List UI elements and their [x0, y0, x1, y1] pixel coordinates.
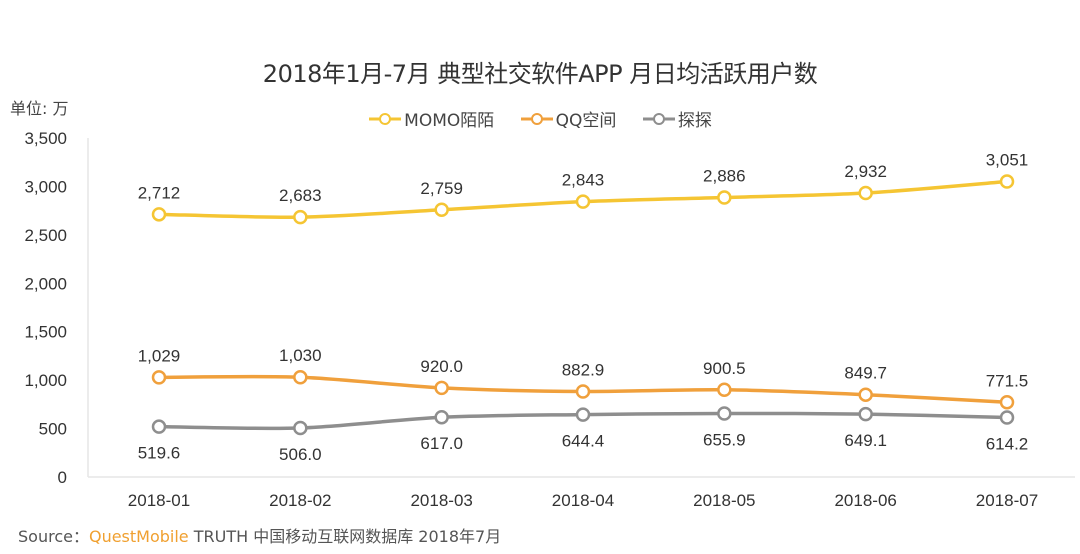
- x-tick-label: 2018-05: [693, 491, 755, 510]
- data-point: [858, 387, 873, 402]
- legend-label-tantan: 探探: [677, 111, 712, 131]
- legend-marker-momo-icon: [369, 112, 402, 125]
- chart-title: 2018年1月-7月 典型社交软件APP 月日均活跃用户数: [262, 60, 818, 88]
- legend-item-momo[interactable]: MOMO陌陌: [368, 106, 494, 131]
- y-tick-label: 1,500: [24, 323, 67, 342]
- data-point: [151, 370, 167, 385]
- data-label: 1,030: [279, 346, 322, 365]
- data-label: 1,029: [138, 346, 181, 365]
- data-label: 649.1: [844, 431, 887, 450]
- y-tick-label: 0: [58, 468, 67, 487]
- data-point: [575, 384, 591, 399]
- legend-item-qzone[interactable]: QQ空间: [520, 106, 617, 131]
- data-point: [999, 410, 1015, 425]
- legend-label-qzone: QQ空间: [555, 111, 617, 131]
- data-point: [575, 194, 591, 209]
- y-tick-label: 3,000: [24, 177, 67, 196]
- source-prefix: Source：: [18, 527, 89, 546]
- data-point: [575, 407, 591, 422]
- data-label: 2,712: [138, 183, 181, 202]
- x-tick-label: 2018-06: [834, 491, 896, 510]
- data-label: 2,886: [703, 166, 746, 185]
- data-label: 3,051: [986, 150, 1029, 169]
- data-point: [999, 395, 1015, 410]
- data-point: [717, 190, 732, 205]
- data-point: [434, 409, 449, 425]
- x-tick-label: 2018-04: [552, 491, 614, 510]
- y-tick-label: 2,500: [24, 226, 67, 245]
- data-label: 2,683: [279, 186, 322, 205]
- data-point: [999, 174, 1015, 189]
- data-point: [717, 382, 732, 398]
- data-label: 2,759: [420, 179, 463, 198]
- data-label: 2,932: [844, 162, 887, 181]
- source-note: Source：QuestMobile TRUTH 中国移动互联网数据库 2018…: [18, 523, 501, 547]
- data-label: 900.5: [703, 359, 746, 378]
- data-point: [293, 369, 308, 385]
- data-point: [858, 406, 873, 422]
- data-label: 617.0: [420, 434, 463, 453]
- legend-marker-qzone-icon: [520, 112, 553, 125]
- x-tick-label: 2018-07: [976, 491, 1038, 510]
- data-point: [151, 419, 167, 434]
- data-point: [858, 185, 873, 201]
- data-label: 2,843: [562, 171, 605, 190]
- data-label: 771.5: [986, 371, 1029, 390]
- data-point: [717, 406, 732, 421]
- data-label: 920.0: [420, 357, 463, 376]
- y-tick-label: 2,000: [24, 274, 67, 293]
- y-tick-label: 3,500: [24, 129, 67, 148]
- unit-label: 单位: 万: [10, 99, 69, 118]
- data-label: 849.7: [844, 364, 887, 383]
- legend-item-tantan[interactable]: 探探: [642, 106, 712, 131]
- legend: MOMO陌陌 QQ空间 探探: [0, 106, 1080, 131]
- data-label: 655.9: [703, 430, 746, 449]
- data-label: 614.2: [986, 435, 1029, 454]
- data-point: [293, 209, 308, 225]
- x-tick-label: 2018-02: [269, 491, 331, 510]
- data-label: 644.4: [562, 432, 605, 451]
- source-suffix: TRUTH 中国移动互联网数据库 2018年7月: [188, 527, 502, 546]
- data-label: 882.9: [562, 360, 605, 379]
- y-tick-label: 1,000: [24, 371, 67, 390]
- data-point: [434, 380, 449, 396]
- data-label: 506.0: [279, 445, 322, 464]
- y-tick-label: 500: [39, 420, 67, 439]
- x-tick-label: 2018-01: [128, 491, 190, 510]
- data-point: [293, 420, 308, 436]
- source-brand: QuestMobile: [88, 527, 189, 546]
- legend-marker-tantan-icon: [642, 112, 675, 125]
- legend-label-momo: MOMO陌陌: [404, 111, 495, 131]
- data-point: [434, 202, 449, 218]
- data-label: 519.6: [138, 444, 181, 463]
- x-tick-label: 2018-03: [410, 491, 472, 510]
- data-point: [151, 207, 167, 222]
